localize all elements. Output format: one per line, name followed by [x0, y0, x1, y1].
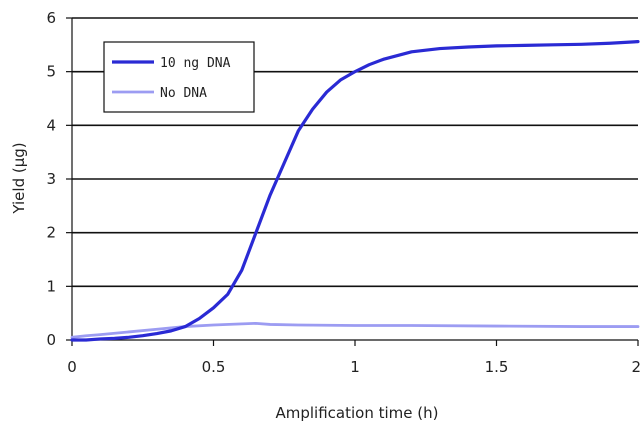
legend-label-no-dna: No DNA	[160, 86, 207, 101]
y-tick-label-0: 0	[46, 331, 56, 349]
y-tick-label-6: 6	[46, 9, 56, 27]
x-tick-label-1.5: 1.5	[485, 358, 509, 376]
y-axis-title: Yield (µg)	[10, 142, 28, 214]
x-tick-label-1: 1	[350, 358, 360, 376]
legend-box	[103, 41, 255, 113]
series-line-no-dna	[70, 321, 640, 339]
series-line-ten-ng-dna	[70, 40, 640, 342]
axes	[66, 17, 639, 346]
x-axis-title: Amplification time (h)	[276, 404, 439, 422]
series-lines	[70, 40, 640, 342]
x-tick-label-0.5: 0.5	[202, 358, 226, 376]
legend-label-ten-ng-dna: 10 ng DNA	[160, 56, 231, 71]
tick-labels: 0 1 2 3 4 5 6 0 0.5 1 1.5 2	[46, 9, 641, 376]
x-tick-label-0: 0	[67, 358, 77, 376]
y-tick-label-2: 2	[46, 224, 56, 242]
x-tick-label-2: 2	[631, 358, 641, 376]
y-tick-label-1: 1	[46, 277, 56, 295]
y-tick-label-5: 5	[46, 63, 56, 81]
y-tick-label-4: 4	[46, 116, 56, 134]
y-tick-label-3: 3	[46, 170, 56, 188]
legend: 10 ng DNA No DNA	[103, 41, 255, 113]
